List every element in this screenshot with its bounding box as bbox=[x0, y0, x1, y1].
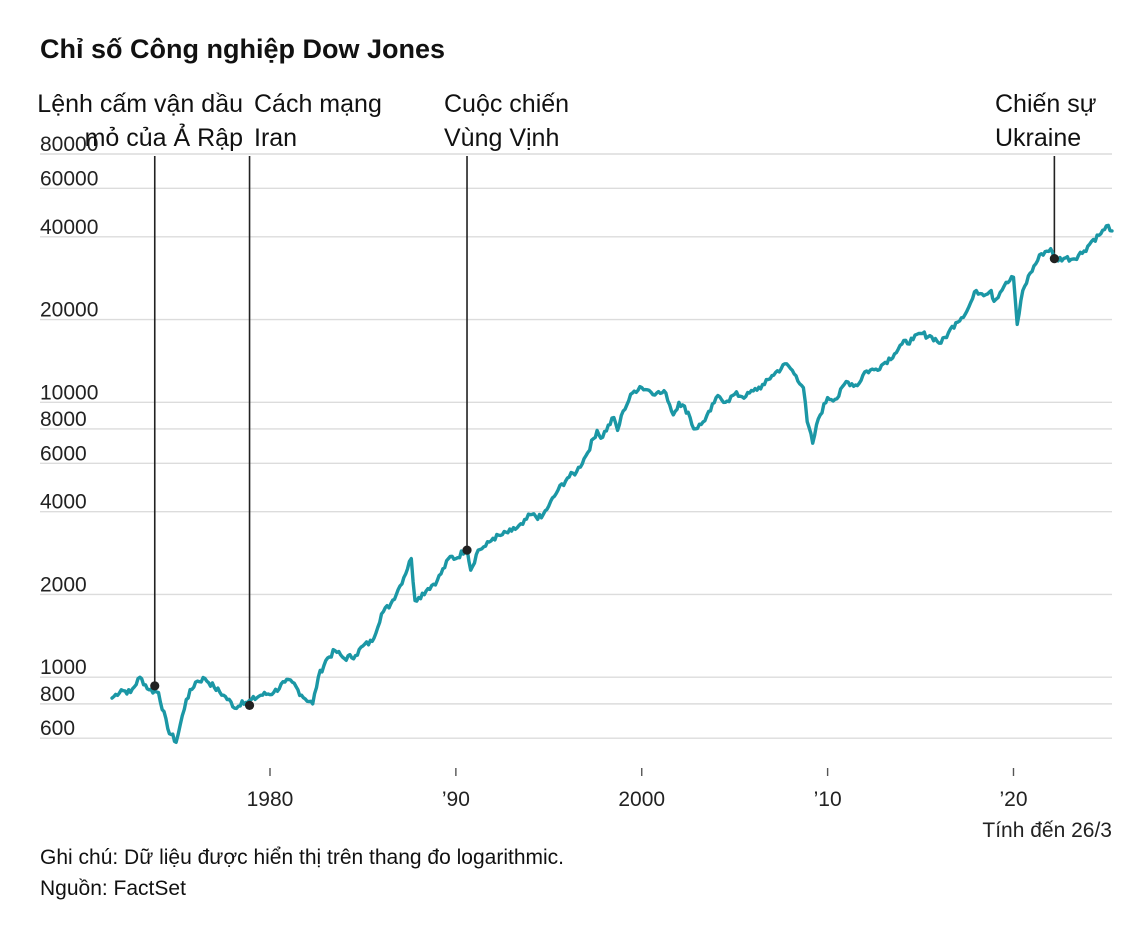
y-tick-label-2000: 2000 bbox=[40, 573, 87, 596]
dow-jones-series-line bbox=[110, 223, 1114, 744]
annotation-label-2-line-1: Vùng Vịnh bbox=[444, 124, 559, 152]
as-of-label: Tính đến 26/3 bbox=[982, 819, 1112, 842]
gridlines bbox=[40, 153, 1112, 739]
source-note: Nguồn: FactSet bbox=[40, 877, 186, 900]
y-tick-label-8000: 8000 bbox=[40, 408, 87, 431]
y-tick-label-20000: 20000 bbox=[40, 299, 98, 322]
y-tick-label-60000: 60000 bbox=[40, 167, 98, 190]
y-tick-label-80000: 80000 bbox=[40, 133, 98, 156]
x-tick-label-2010: ’10 bbox=[814, 788, 842, 811]
y-tick-label-40000: 40000 bbox=[40, 216, 98, 239]
annotation-label-1-line-0: Cách mạng bbox=[254, 90, 382, 118]
y-tick-label-600: 600 bbox=[40, 717, 75, 740]
footnotes: Ghi chú: Dữ liệu được hiển thị trên than… bbox=[40, 842, 564, 904]
annotation-marker-1 bbox=[244, 700, 255, 710]
y-tick-label-1000: 1000 bbox=[40, 656, 87, 679]
x-tick-label-1990: ’90 bbox=[442, 788, 470, 811]
annotation-marker-3 bbox=[1049, 254, 1059, 264]
y-tick-label-10000: 10000 bbox=[40, 381, 98, 404]
x-tick-label-2000: 2000 bbox=[618, 788, 665, 811]
annotation-leaders bbox=[153, 156, 1056, 706]
annotation-label-3-line-0: Chiến sự bbox=[995, 90, 1097, 118]
x-tick-label-2020: ’20 bbox=[999, 788, 1027, 811]
x-tick-label-1980: 1980 bbox=[247, 788, 294, 811]
annotation-label-0-line-1: mỏ của Ả Rập bbox=[85, 122, 243, 152]
y-tick-label-6000: 6000 bbox=[40, 442, 87, 465]
annotation-label-3-line-1: Ukraine bbox=[995, 124, 1081, 152]
x-axis-ticks: 1980 ’90 2000 ’10 ’20 bbox=[247, 768, 1028, 811]
annotation-label-0-line-0: Lệnh cấm vận dầu bbox=[37, 90, 243, 118]
annotation-marker-2 bbox=[462, 545, 472, 555]
chart-title: Chỉ số Công nghiệp Dow Jones bbox=[40, 34, 445, 64]
scale-note: Ghi chú: Dữ liệu được hiển thị trên than… bbox=[40, 846, 564, 869]
annotation-label-1-line-1: Iran bbox=[254, 124, 297, 152]
y-axis-ticks: 80000 60000 40000 20000 10000 8000 6000 4000 200… bbox=[40, 133, 98, 740]
annotation-markers bbox=[150, 254, 1059, 710]
y-tick-label-4000: 4000 bbox=[40, 491, 87, 514]
annotation-label-2-line-0: Cuộc chiến bbox=[444, 90, 569, 118]
annotation-labels: Lệnh cấm vận dầu mỏ của Ả Rập Cách mạng Ira… bbox=[37, 90, 1096, 152]
annotation-marker-0 bbox=[150, 681, 160, 691]
y-tick-label-800: 800 bbox=[40, 683, 75, 706]
